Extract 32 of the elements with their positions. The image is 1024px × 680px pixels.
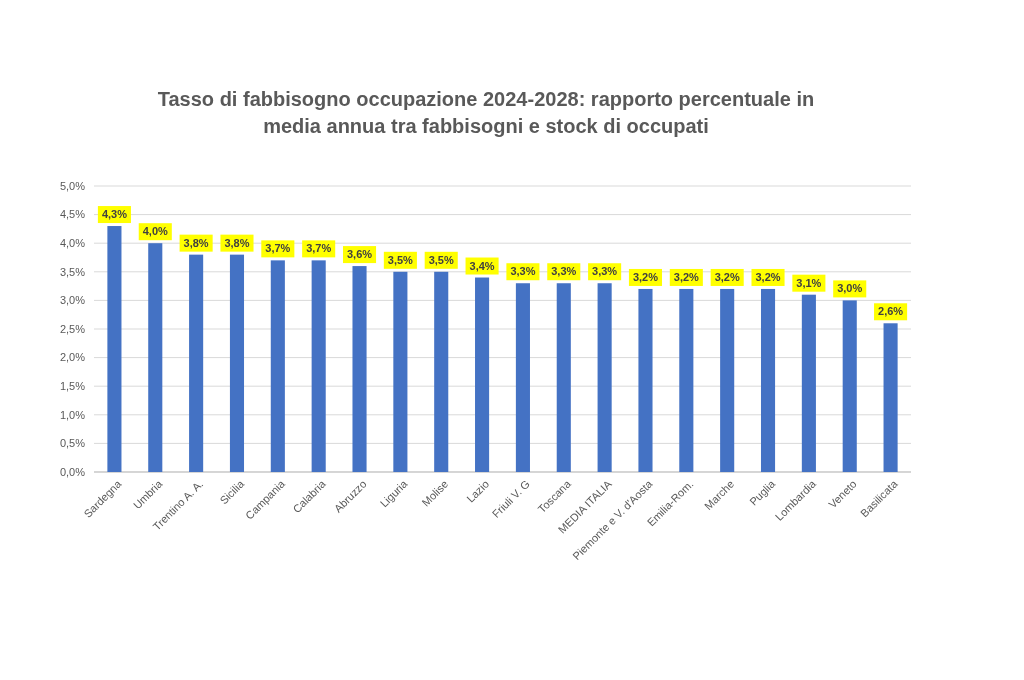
y-tick-label: 1,5% [59,380,86,393]
data-label: 3,1% [796,276,822,289]
data-label: 3,5% [428,253,454,266]
data-label: 3,2% [673,270,700,283]
data-label: 3,7% [265,242,291,255]
data-label: 3,7% [306,242,332,255]
y-tick-label: 1,0% [59,408,86,421]
data-label: 2,6% [878,305,904,318]
data-label: 3,8% [183,236,209,249]
data-label: 3,5% [387,253,414,266]
y-tick-label: 2,0% [59,351,86,364]
data-label: 4,3% [101,208,128,221]
y-tick-label: 0,5% [59,437,86,450]
data-label: 4,0% [142,225,169,238]
data-label: 3,2% [755,270,781,283]
y-tick-label: 0,0% [59,465,86,478]
y-tick-label: 5,0% [59,179,86,192]
data-label: 3,8% [224,236,250,249]
data-label: 3,6% [346,248,373,261]
data-label: 3,3% [551,265,577,278]
y-tick-label: 2,5% [59,322,86,335]
data-label: 3,3% [510,265,536,278]
data-label: 3,2% [632,270,659,283]
data-label: 3,3% [592,265,618,278]
y-tick-label: 3,5% [59,265,86,278]
y-tick-label: 4,0% [59,237,86,250]
data-label: 3,2% [714,270,740,283]
y-tick-label: 3,0% [59,294,86,307]
data-label: 3,4% [469,259,495,272]
data-label: 3,0% [837,282,863,295]
y-tick-label: 4,5% [59,208,86,221]
chart-title: Tasso di fabbisogno occupazione 2024-2028: rapporto percentuale in media annua tra fabbisogni e stock di occupati [157,88,815,137]
